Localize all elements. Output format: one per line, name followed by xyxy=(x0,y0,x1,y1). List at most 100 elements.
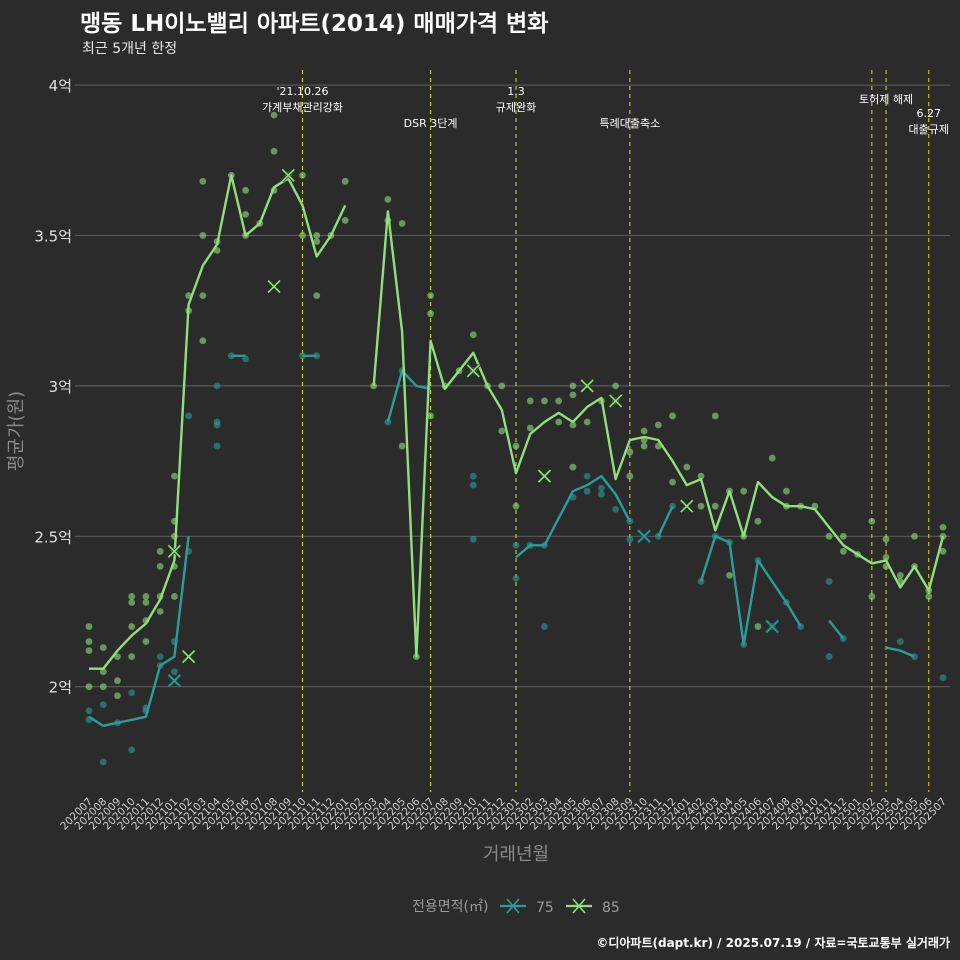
scatter-point-75 xyxy=(469,535,477,543)
scatter-point-75 xyxy=(213,418,221,426)
scatter-point-85 xyxy=(156,562,164,570)
scatter-point-75 xyxy=(156,653,164,661)
scatter-point-75 xyxy=(512,541,520,549)
policy-annotation: 특례대출축소 xyxy=(599,117,660,130)
scatter-point-75 xyxy=(669,502,676,510)
policy-annotation: DSR 3단계 xyxy=(404,117,458,130)
legend-title: 전용면적(㎡) xyxy=(412,899,488,915)
scatter-point-75 xyxy=(114,719,121,727)
scatter-point-85 xyxy=(526,397,534,405)
scatter-point-85 xyxy=(583,418,591,426)
scatter-point-85 xyxy=(569,382,577,390)
scatter-point-85 xyxy=(242,186,249,194)
scatter-point-85 xyxy=(626,472,634,480)
scatter-point-85 xyxy=(512,442,520,450)
scatter-point-75 xyxy=(541,623,548,630)
chart-subtitle: 최근 5개년 한정 xyxy=(82,41,178,57)
scatter-point-85 xyxy=(299,171,306,179)
scatter-point-75 xyxy=(911,653,918,661)
scatter-point-75 xyxy=(512,575,520,582)
scatter-point-85 xyxy=(142,593,150,600)
scatter-point-75 xyxy=(227,352,235,360)
scatter-point-85 xyxy=(939,532,947,540)
scatter-point-75 xyxy=(213,442,221,450)
cross-marker-85 xyxy=(537,469,552,483)
scatter-point-85 xyxy=(768,454,776,462)
scatter-point-85 xyxy=(711,502,719,510)
source-caption: ©디아파트(dapt.kr) / 2025.07.19 / 자료=국토교통부 실… xyxy=(596,936,950,950)
scatter-point-85 xyxy=(868,517,876,525)
scatter-point-85 xyxy=(740,487,748,495)
scatter-point-85 xyxy=(270,147,278,155)
scatter-point-85 xyxy=(669,478,676,486)
cross-marker-85 xyxy=(680,499,694,513)
scatter-point-85 xyxy=(555,397,563,405)
scatter-point-85 xyxy=(569,391,577,399)
scatter-point-85 xyxy=(882,535,890,543)
scatter-point-75 xyxy=(598,490,605,498)
scatter-point-85 xyxy=(299,232,306,239)
scatter-point-85 xyxy=(825,532,833,540)
scatter-point-75 xyxy=(85,716,93,724)
scatter-point-75 xyxy=(583,472,591,480)
policy-annotation: 6.27 xyxy=(917,107,942,120)
scatter-point-75 xyxy=(469,472,477,480)
y-tick-label: 3억 xyxy=(49,378,72,396)
scatter-point-75 xyxy=(128,746,136,754)
cross-marker-85 xyxy=(466,364,480,378)
scatter-point-85 xyxy=(85,647,93,655)
cross-marker-75 xyxy=(637,529,651,543)
policy-annotation: '21.10.26 xyxy=(276,85,328,98)
scatter-point-85 xyxy=(128,593,136,600)
cross-marker-85 xyxy=(267,280,281,294)
scatter-point-85 xyxy=(398,442,406,450)
scatter-point-85 xyxy=(199,292,207,300)
scatter-point-85 xyxy=(199,232,207,239)
scatter-point-85 xyxy=(199,337,207,345)
scatter-point-75 xyxy=(939,674,947,682)
scatter-point-75 xyxy=(99,701,107,709)
scatter-point-85 xyxy=(939,547,947,555)
scatter-point-85 xyxy=(313,238,321,245)
y-tick-label: 2억 xyxy=(49,679,72,697)
scatter-point-85 xyxy=(85,623,93,630)
scatter-point-85 xyxy=(754,623,762,630)
y-tick-label: 2.5억 xyxy=(34,528,72,546)
scatter-point-85 xyxy=(398,220,406,227)
cross-marker-85 xyxy=(609,394,623,408)
y-tick-label: 3.5억 xyxy=(34,227,72,245)
scatter-point-85 xyxy=(839,532,847,540)
scatter-point-85 xyxy=(85,683,93,691)
scatter-point-85 xyxy=(270,111,278,119)
cross-marker-75 xyxy=(765,619,779,634)
scatter-point-85 xyxy=(114,653,121,661)
scatter-point-85 xyxy=(512,502,520,510)
scatter-point-75 xyxy=(825,653,833,661)
y-tick-label: 4억 xyxy=(49,77,72,95)
legend-label: 85 xyxy=(602,900,620,916)
scatter-point-85 xyxy=(541,397,548,405)
scatter-point-75 xyxy=(612,505,620,513)
scatter-point-85 xyxy=(526,424,534,432)
scatter-point-75 xyxy=(896,638,904,645)
scatter-point-85 xyxy=(669,412,676,420)
scatter-point-75 xyxy=(99,758,107,766)
scatter-point-85 xyxy=(925,593,933,600)
scatter-point-85 xyxy=(868,593,876,600)
scatter-point-85 xyxy=(569,421,577,429)
scatter-point-85 xyxy=(427,292,434,300)
scatter-point-85 xyxy=(199,177,207,185)
scatter-point-85 xyxy=(726,572,733,579)
scatter-point-85 xyxy=(697,472,705,480)
scatter-point-85 xyxy=(142,638,150,645)
scatter-point-85 xyxy=(754,517,762,525)
legend-key-cross xyxy=(572,898,586,914)
y-axis-title: 평균가(원) xyxy=(6,391,27,471)
scatter-point-85 xyxy=(156,608,164,615)
scatter-point-75 xyxy=(825,578,833,585)
scatter-point-75 xyxy=(626,535,634,543)
scatter-point-85 xyxy=(313,292,321,300)
scatter-point-85 xyxy=(911,532,918,540)
scatter-point-75 xyxy=(299,352,306,360)
scatter-point-85 xyxy=(384,195,392,203)
